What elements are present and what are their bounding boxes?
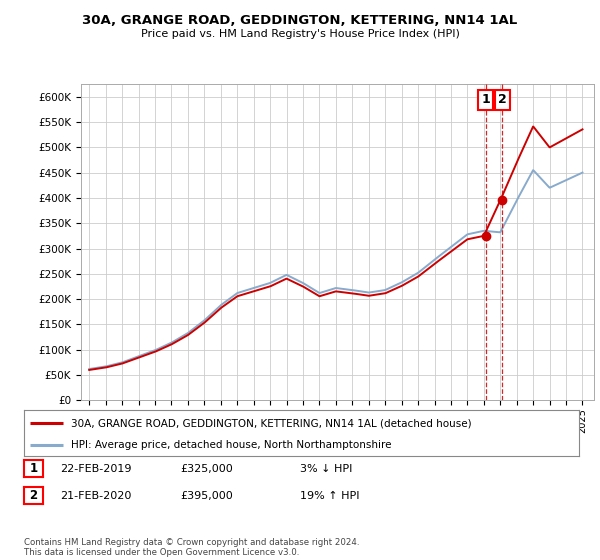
Text: 30A, GRANGE ROAD, GEDDINGTON, KETTERING, NN14 1AL (detached house): 30A, GRANGE ROAD, GEDDINGTON, KETTERING,… [71, 418, 472, 428]
Text: 19% ↑ HPI: 19% ↑ HPI [300, 491, 359, 501]
Text: 1: 1 [29, 462, 38, 475]
Text: £395,000: £395,000 [180, 491, 233, 501]
Text: HPI: Average price, detached house, North Northamptonshire: HPI: Average price, detached house, Nort… [71, 440, 392, 450]
Text: 2: 2 [29, 489, 38, 502]
Text: Price paid vs. HM Land Registry's House Price Index (HPI): Price paid vs. HM Land Registry's House … [140, 29, 460, 39]
Text: 22-FEB-2019: 22-FEB-2019 [60, 464, 131, 474]
Text: Contains HM Land Registry data © Crown copyright and database right 2024.
This d: Contains HM Land Registry data © Crown c… [24, 538, 359, 557]
Text: £325,000: £325,000 [180, 464, 233, 474]
Text: 2: 2 [498, 94, 507, 106]
Text: 1: 1 [482, 94, 490, 106]
Text: 30A, GRANGE ROAD, GEDDINGTON, KETTERING, NN14 1AL: 30A, GRANGE ROAD, GEDDINGTON, KETTERING,… [82, 14, 518, 27]
Text: 21-FEB-2020: 21-FEB-2020 [60, 491, 131, 501]
Text: 3% ↓ HPI: 3% ↓ HPI [300, 464, 352, 474]
